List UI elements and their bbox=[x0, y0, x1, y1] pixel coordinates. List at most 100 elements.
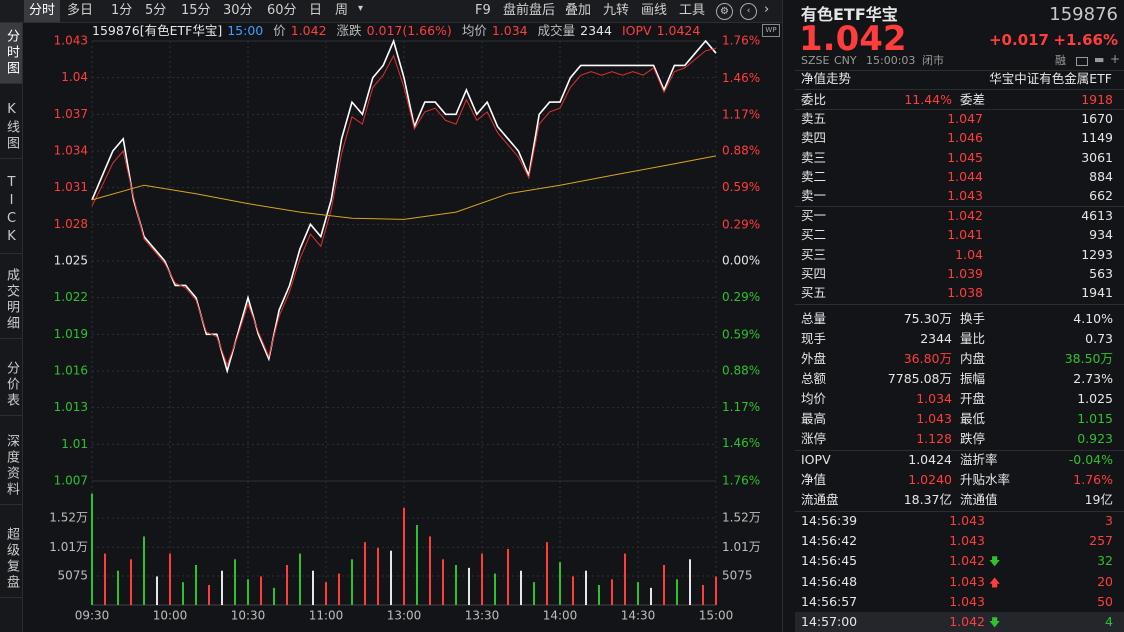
value: 1.015 bbox=[1077, 411, 1113, 426]
exchange: SZSE bbox=[801, 54, 830, 67]
volume-bar bbox=[650, 587, 652, 605]
volume-bar bbox=[221, 570, 223, 605]
icon[interactable]: ▬ bbox=[1094, 53, 1105, 66]
x-tick-label: 14:00 bbox=[543, 609, 578, 623]
tab[interactable]: 多日 bbox=[67, 3, 94, 18]
tick-volume: 32 bbox=[1097, 553, 1113, 569]
tool-button[interactable]: 工具 bbox=[679, 3, 706, 18]
side-tab[interactable]: TICK bbox=[0, 169, 22, 254]
order-price: 1.043 bbox=[947, 188, 983, 204]
label: 卖二 bbox=[801, 168, 827, 184]
side-tab[interactable]: 分时图 bbox=[0, 23, 22, 84]
y-tick-label: 1.025 bbox=[54, 254, 88, 268]
volume-bar bbox=[143, 536, 145, 605]
x-tick-label: 09:30 bbox=[75, 609, 110, 623]
side-tab[interactable]: 分价表 bbox=[0, 355, 22, 416]
value: 1.0424 bbox=[908, 452, 952, 467]
volume-bar bbox=[611, 579, 613, 605]
x-tick-label: 10:00 bbox=[153, 609, 188, 623]
value: 38.50万 bbox=[1064, 351, 1113, 366]
tool-button[interactable]: 叠加 bbox=[565, 3, 592, 18]
volume-bar bbox=[377, 547, 379, 605]
tool-button[interactable]: F9 bbox=[475, 3, 491, 18]
volume-bar bbox=[234, 559, 236, 605]
volume-bar bbox=[416, 525, 418, 605]
y2-tick-label: 1.17% bbox=[722, 400, 760, 414]
y2-tick-label: 1.46% bbox=[722, 436, 760, 450]
order-price: 1.046 bbox=[947, 130, 983, 146]
dropdown[interactable]: ▾ bbox=[358, 3, 364, 14]
tick-price: 1.043 bbox=[949, 533, 985, 549]
order-price: 1.038 bbox=[947, 285, 983, 301]
header-item: 15:00 bbox=[227, 23, 264, 38]
volume-bar bbox=[559, 562, 561, 605]
y-tick-label: 1.013 bbox=[54, 400, 88, 414]
volume-bar bbox=[624, 553, 626, 605]
row-highlight bbox=[795, 612, 1124, 632]
tick-arrow: 🡇 bbox=[989, 616, 1001, 629]
x-tick-label: 14:30 bbox=[621, 609, 656, 623]
volume-bar bbox=[663, 565, 665, 605]
tool-button[interactable]: 九转 bbox=[603, 3, 630, 18]
label: 卖三 bbox=[801, 149, 827, 165]
side-tab[interactable]: K线图 bbox=[0, 96, 22, 159]
value: 7785.08万 bbox=[887, 371, 952, 386]
tick-price: 1.043 bbox=[949, 513, 985, 528]
value: 19亿 bbox=[1084, 492, 1113, 507]
side-tab[interactable]: 超级复盘 bbox=[0, 521, 22, 598]
separator bbox=[795, 511, 1124, 512]
tab[interactable]: 15分 bbox=[181, 3, 211, 18]
label: 现手 bbox=[801, 331, 827, 346]
x-tick-label: 11:00 bbox=[309, 609, 344, 623]
volume-bar bbox=[104, 553, 106, 605]
icon[interactable] bbox=[1076, 57, 1088, 66]
next-icon[interactable]: › bbox=[764, 2, 770, 17]
order-volume: 1149 bbox=[1081, 130, 1113, 146]
tool-button[interactable]: 画线 bbox=[641, 3, 668, 18]
volume-bar bbox=[260, 576, 262, 605]
label: 买五 bbox=[801, 285, 827, 301]
label: 买四 bbox=[801, 265, 827, 281]
y-tick-label: 1.016 bbox=[54, 364, 88, 378]
order-volume: 4613 bbox=[1081, 208, 1113, 223]
order-volume: 1670 bbox=[1081, 111, 1113, 126]
nav-link[interactable]: 净值走势 bbox=[801, 71, 852, 86]
tick-time: 14:56:57 bbox=[801, 593, 858, 609]
volume-bar bbox=[156, 576, 158, 605]
side-tab[interactable]: 成交明细 bbox=[0, 262, 22, 339]
settings-icon[interactable]: ⚙ bbox=[716, 3, 733, 20]
series-line bbox=[91, 38, 717, 374]
tick-time: 14:56:45 bbox=[801, 553, 858, 569]
volume-bar bbox=[520, 570, 522, 605]
tab[interactable]: 1分 bbox=[111, 3, 133, 18]
x-tick-label: 13:30 bbox=[465, 609, 500, 623]
tab[interactable]: 5分 bbox=[145, 3, 167, 18]
label: 总量 bbox=[801, 311, 827, 326]
header-item: 涨跌 bbox=[336, 23, 362, 38]
volume-bar bbox=[364, 542, 366, 605]
icon[interactable]: + bbox=[1110, 52, 1121, 66]
tool-button[interactable]: 盘前盘后 bbox=[503, 3, 556, 18]
tab[interactable]: 30分 bbox=[223, 3, 253, 18]
volume-bar bbox=[507, 549, 509, 605]
value: 2344 bbox=[920, 331, 952, 346]
wp-icon[interactable]: WP bbox=[762, 24, 780, 37]
header-item: 成交量 bbox=[537, 23, 576, 38]
volume-bar bbox=[325, 582, 327, 605]
tab[interactable]: 周 bbox=[335, 3, 349, 18]
separator bbox=[795, 206, 1124, 207]
label: 均价 bbox=[801, 391, 827, 406]
separator bbox=[795, 70, 1124, 71]
label: 流通盘 bbox=[801, 492, 839, 507]
tab[interactable]: 60分 bbox=[267, 3, 297, 18]
side-tab[interactable]: 深度资料 bbox=[0, 428, 22, 505]
label: 流通值 bbox=[960, 492, 998, 507]
value: 18.37亿 bbox=[903, 492, 952, 507]
tab[interactable]: 日 bbox=[309, 3, 323, 18]
market-status: 闭市 bbox=[922, 54, 944, 67]
back-icon[interactable]: ‹ bbox=[740, 3, 757, 20]
y2-tick-label: 0.59% bbox=[722, 327, 760, 341]
tab[interactable]: 分时 bbox=[24, 0, 61, 22]
order-price: 1.044 bbox=[947, 168, 983, 184]
